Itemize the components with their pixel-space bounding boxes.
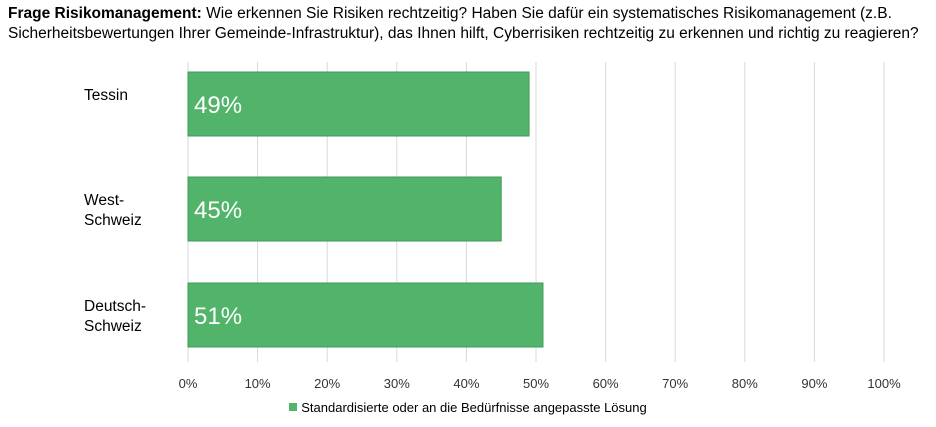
category-label-deutschschweiz: Deutsch- Schweiz [84,297,146,337]
bar [187,176,502,242]
bar-value-label: 49% [194,92,242,119]
category-label-line: Schweiz [84,212,142,229]
chart-title-lead: Frage Risikomanagement: [8,5,202,22]
bar [187,71,530,137]
x-tick-label: 60% [593,376,619,391]
x-tick-label: 0% [179,376,198,391]
legend-label: Standardisierte oder an die Bedürfnisse … [301,400,647,415]
x-tick-label: 100% [867,376,901,391]
category-label-line: Deutsch- [84,298,147,315]
x-tick-label: 80% [732,376,758,391]
x-tick-label: 70% [662,376,688,391]
bar-value-label: 45% [194,197,242,224]
bar-value-labels: 49% 45% 51% [194,92,242,330]
bars [187,71,544,348]
x-tick-label: 50% [523,376,549,391]
legend-swatch [289,403,298,411]
chart-title: Frage Risikomanagement: Wie erkennen Sie… [8,4,928,43]
x-tick-label: 40% [453,376,479,391]
chart-title-question: Wie erkennen Sie Risiken rechtzeitig? Ha… [8,5,919,42]
x-tick-label: 30% [384,376,410,391]
x-tick-label: 90% [801,376,827,391]
bar-value-label: 51% [194,303,242,330]
category-label-line: Schweiz [84,318,142,335]
category-label-westschweiz: West- Schweiz [84,191,142,231]
x-axis-ticks: 0% 10% 20% 30% 40% 50% 60% 70% 80% 90% 100% [179,376,901,391]
category-label-line: West- [84,192,125,209]
bar [187,282,544,348]
legend: Standardisierte oder an die Bedürfnisse … [0,400,936,416]
x-tick-label: 20% [314,376,340,391]
category-label-tessin: Tessin [84,86,128,106]
x-tick-label: 10% [245,376,271,391]
category-label-line: Tessin [84,87,128,104]
